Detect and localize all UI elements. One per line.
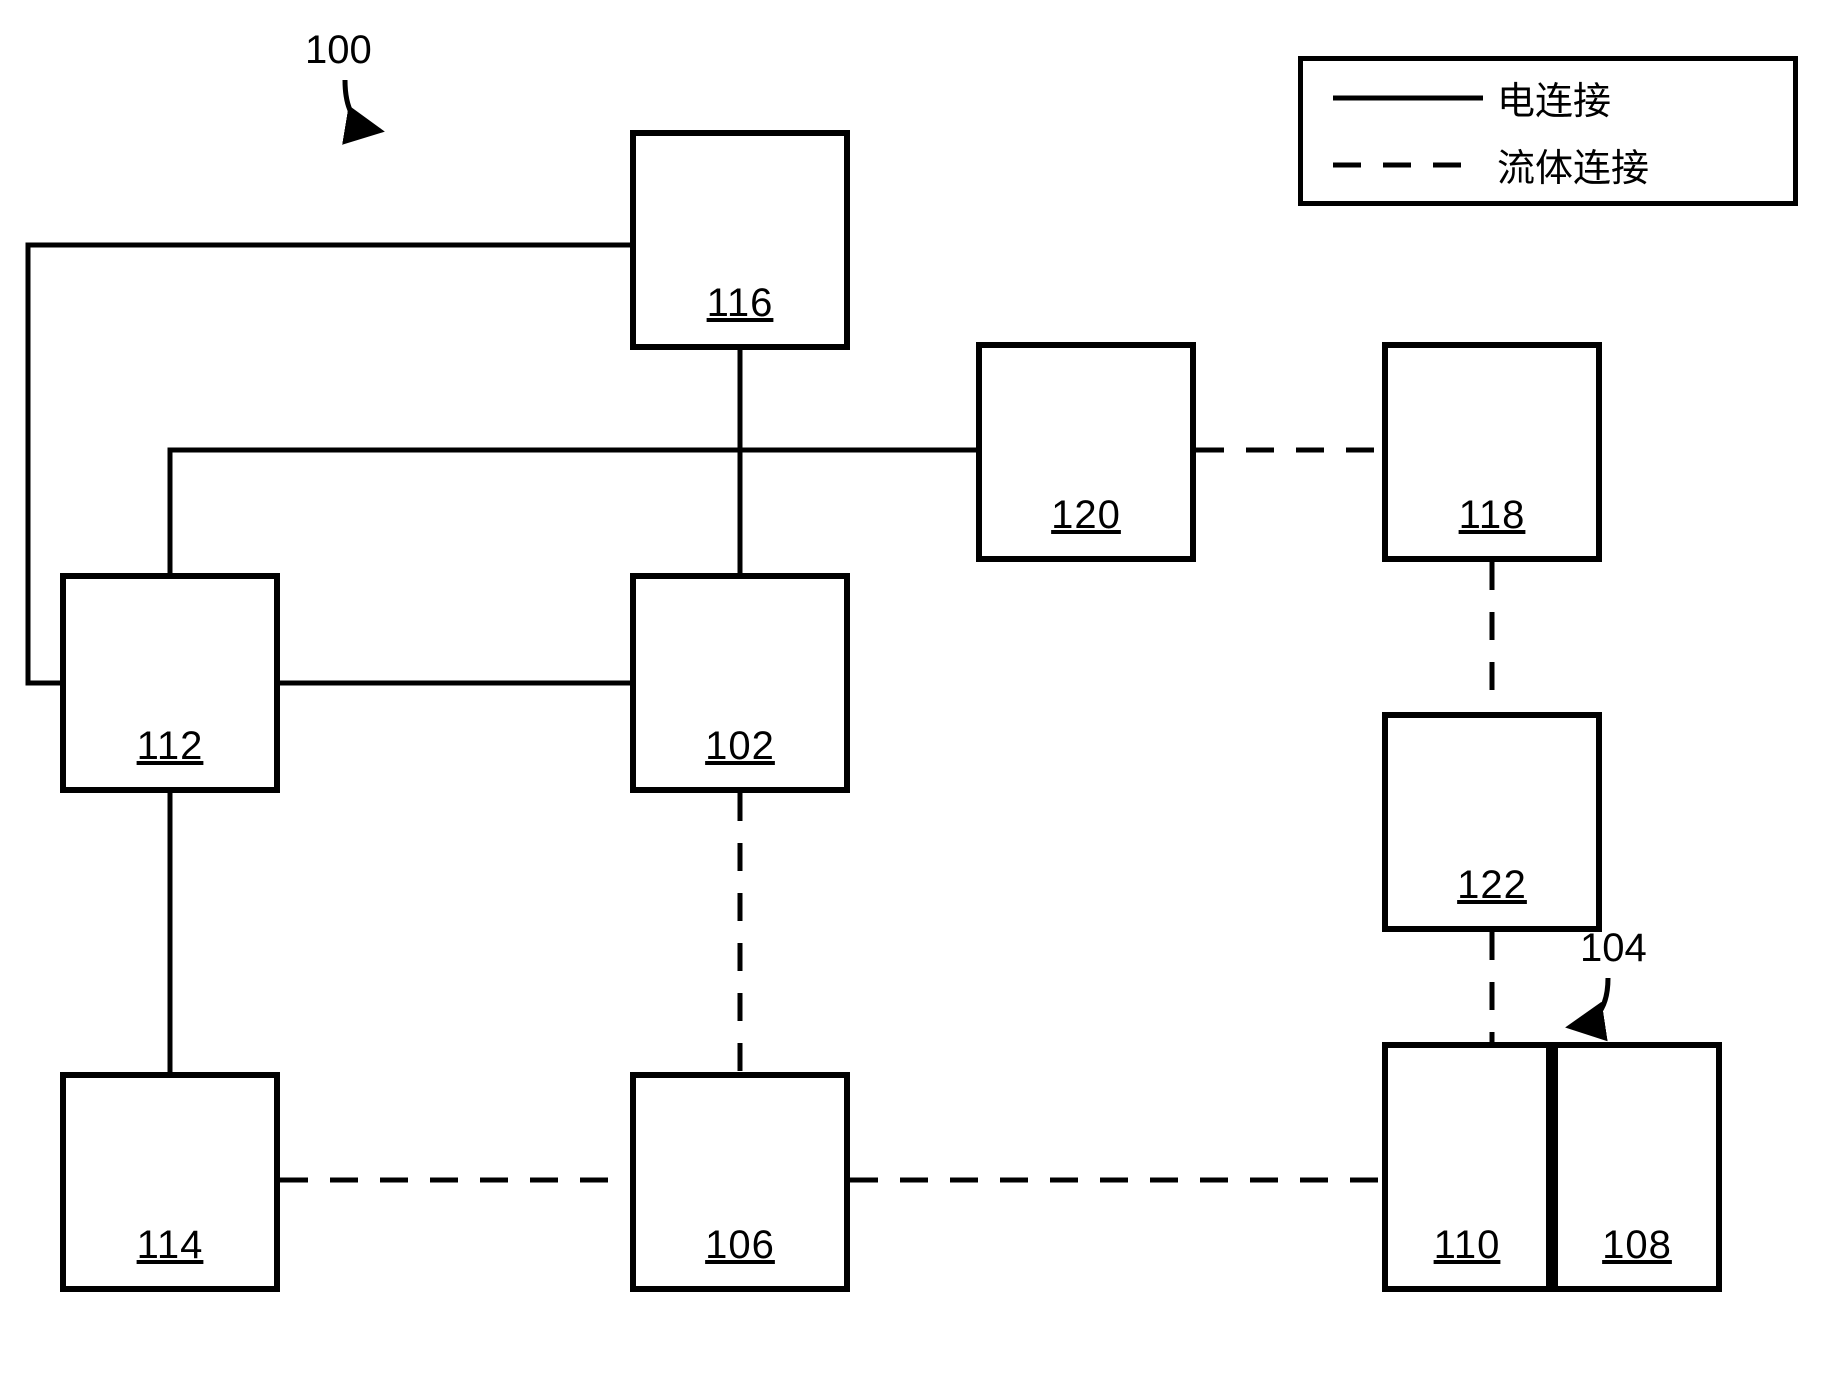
node-label-118: 118	[1459, 493, 1526, 538]
node-118: 118	[1382, 342, 1602, 562]
legend-box: 电连接 流体连接	[1298, 56, 1798, 206]
legend-sample-solid	[1333, 93, 1483, 103]
node-116: 116	[630, 130, 850, 350]
node-label-112: 112	[137, 724, 204, 769]
node-110: 110	[1382, 1042, 1552, 1292]
node-120: 120	[976, 342, 1196, 562]
legend-sample-dashed	[1333, 160, 1483, 170]
legend-label-solid: 电连接	[1497, 70, 1611, 125]
node-106: 106	[630, 1072, 850, 1292]
diagram-canvas: 电连接 流体连接 100 104 116 120 118 112 102 122…	[0, 0, 1824, 1378]
node-label-110: 110	[1434, 1223, 1501, 1268]
arrow-104	[1575, 978, 1608, 1026]
node-114: 114	[60, 1072, 280, 1292]
node-102: 102	[630, 573, 850, 793]
legend-label-dashed: 流体连接	[1497, 137, 1649, 192]
node-label-116: 116	[707, 281, 774, 326]
ref-label-104: 104	[1580, 926, 1647, 971]
node-112: 112	[60, 573, 280, 793]
ref-label-100: 100	[305, 28, 372, 73]
legend-row-solid: 电连接	[1333, 70, 1793, 125]
arrow-100	[345, 80, 375, 130]
node-label-114: 114	[137, 1223, 204, 1268]
legend-row-dashed: 流体连接	[1333, 137, 1793, 192]
node-label-106: 106	[705, 1223, 775, 1268]
node-122: 122	[1382, 712, 1602, 932]
node-label-122: 122	[1457, 863, 1527, 908]
node-108: 108	[1552, 1042, 1722, 1292]
node-label-108: 108	[1602, 1223, 1672, 1268]
node-label-120: 120	[1051, 493, 1121, 538]
node-label-102: 102	[705, 724, 775, 769]
